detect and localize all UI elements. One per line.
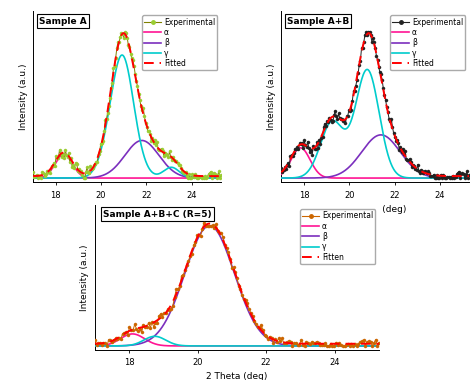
Text: Sample A: Sample A — [39, 17, 87, 25]
Legend: Experimental, α, β, γ, Fitten: Experimental, α, β, γ, Fitten — [300, 209, 375, 264]
Legend: Experimental, α, β, γ, Fitted: Experimental, α, β, γ, Fitted — [390, 15, 465, 70]
Y-axis label: Intensity (a.u.): Intensity (a.u.) — [267, 64, 276, 130]
X-axis label: 2 Theta (deg): 2 Theta (deg) — [206, 372, 268, 380]
Y-axis label: Intensity (a.u.): Intensity (a.u.) — [80, 244, 89, 311]
Text: Sample A+B+C (R=5): Sample A+B+C (R=5) — [103, 209, 212, 218]
X-axis label: 2 Theta (deg): 2 Theta (deg) — [345, 205, 406, 214]
Y-axis label: Intensity (a.u.): Intensity (a.u.) — [18, 64, 27, 130]
Legend: Experimental, α, β, γ, Fitted: Experimental, α, β, γ, Fitted — [142, 15, 217, 70]
X-axis label: 2 Theta (deg): 2 Theta (deg) — [97, 205, 158, 214]
Text: Sample A+B: Sample A+B — [287, 17, 349, 25]
